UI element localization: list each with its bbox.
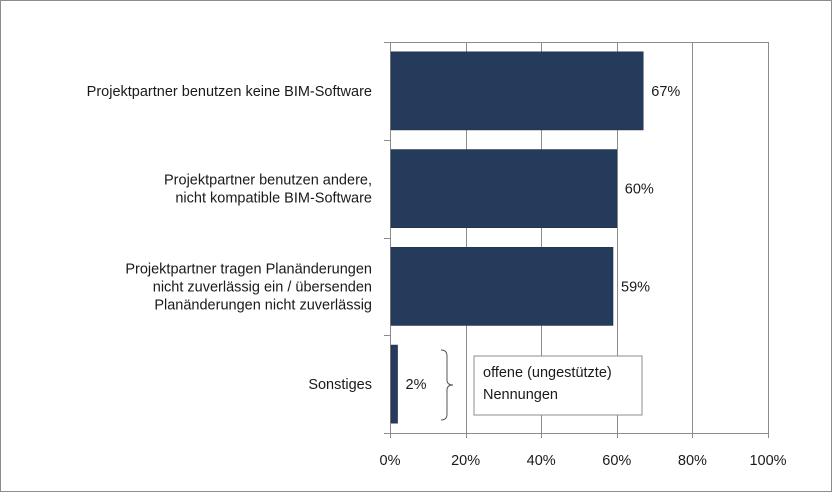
x-tick-label-3: 60% (602, 453, 631, 469)
category-label-2-line-0: Projektpartner tragen Planänderungen (125, 261, 372, 277)
category-label-1-line-0: Projektpartner benutzen andere, (164, 173, 372, 189)
x-tick-label-0: 0% (380, 453, 401, 469)
data-label-2: 59% (621, 279, 650, 295)
bar-2 (390, 247, 614, 326)
annotation-brace (440, 349, 454, 421)
x-tick-label-1: 20% (451, 453, 480, 469)
bars (390, 51, 644, 424)
annotation-box (473, 355, 643, 416)
annotation-line-1: offene (ungestützte) (483, 365, 612, 381)
data-labels: 67% 60% 59% 2% (406, 84, 681, 393)
category-label-0-line-0: Projektpartner benutzen keine BIM-Softwa… (87, 84, 372, 100)
category-label-2-line-1: nicht zuverlässig ein / übersenden (153, 279, 372, 295)
x-tick-label-5: 100% (749, 453, 786, 469)
category-labels: Projektpartner benutzen keine BIM-Softwa… (87, 84, 372, 393)
category-label-2-line-2: Planänderungen nicht zuverlässig (154, 297, 372, 313)
category-label-1-line-1: nicht kompatible BIM-Software (175, 191, 372, 207)
bar-3 (390, 344, 398, 424)
x-tick-label-2: 40% (527, 453, 556, 469)
annotation: offene (ungestützte) Nennungen (440, 349, 643, 421)
data-label-1: 60% (625, 182, 654, 198)
data-label-0: 67% (651, 84, 680, 100)
x-tick-label-4: 80% (678, 453, 707, 469)
bar-1 (390, 149, 618, 228)
annotation-line-2: Nennungen (483, 387, 558, 403)
data-label-3: 2% (406, 377, 427, 393)
x-tick-labels: 0% 20% 40% 60% 80% 100% (380, 453, 787, 469)
bar-0 (390, 51, 644, 131)
category-label-3-line-0: Sonstiges (308, 377, 372, 393)
